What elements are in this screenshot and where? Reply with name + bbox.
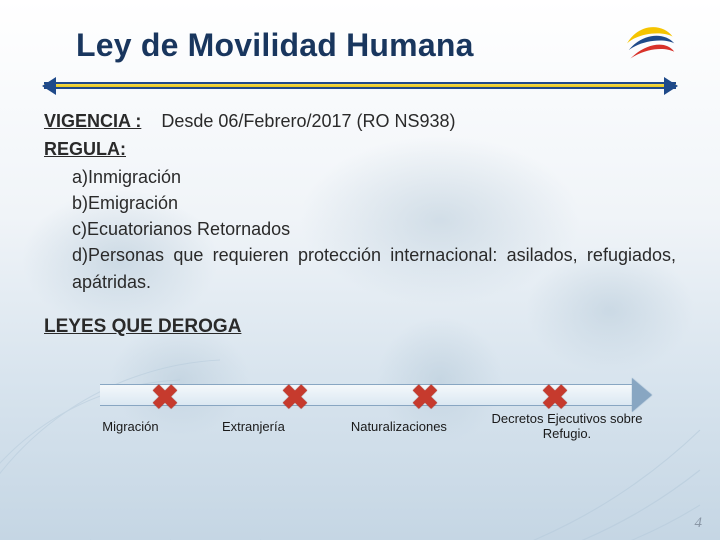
- page-number: 4: [695, 515, 703, 532]
- vigencia-label: VIGENCIA :: [44, 111, 141, 131]
- x-mark-icon: ✖: [541, 374, 570, 416]
- list-item: b)Emigración: [72, 190, 676, 216]
- list-item: c)Ecuatorianos Retornados: [72, 216, 676, 242]
- slide: Ley de Movilidad Humana VIGENCIA : Desde…: [0, 0, 720, 540]
- regula-label: REGULA:: [44, 139, 126, 159]
- x-mark-row: ✖ ✖ ✖ ✖: [100, 374, 620, 416]
- x-mark-icon: ✖: [281, 374, 310, 416]
- repealed-item: Naturalizaciones: [320, 420, 478, 435]
- regula-items: a)Inmigración b)Emigración c)Ecuatoriano…: [44, 164, 676, 294]
- page-title: Ley de Movilidad Humana: [44, 27, 474, 64]
- ecuador-logo-icon: [622, 18, 676, 72]
- repealed-laws-diagram: ✖ ✖ ✖ ✖ Migración Extranjería Naturaliza…: [44, 350, 676, 440]
- leyes-deroga-heading: LEYES QUE DEROGA: [44, 313, 676, 341]
- repealed-labels: Migración Extranjería Naturalizaciones D…: [74, 412, 646, 442]
- repealed-item: Decretos Ejecutivos sobre Refugio.: [488, 412, 646, 442]
- vigencia-line: VIGENCIA : Desde 06/Febrero/2017 (RO NS9…: [44, 108, 676, 134]
- list-item: d)Personas que requieren protección inte…: [72, 242, 676, 294]
- x-mark-icon: ✖: [151, 374, 180, 416]
- body-text: VIGENCIA : Desde 06/Febrero/2017 (RO NS9…: [44, 108, 676, 440]
- title-row: Ley de Movilidad Humana: [44, 18, 676, 72]
- arrow-head-icon: [632, 378, 652, 412]
- title-underline-rule: [44, 78, 676, 92]
- vigencia-value: Desde 06/Febrero/2017 (RO NS938): [161, 111, 455, 131]
- repealed-item: Extranjería: [197, 420, 310, 435]
- list-item: a)Inmigración: [72, 164, 676, 190]
- repealed-item: Migración: [74, 420, 187, 435]
- x-mark-icon: ✖: [411, 374, 440, 416]
